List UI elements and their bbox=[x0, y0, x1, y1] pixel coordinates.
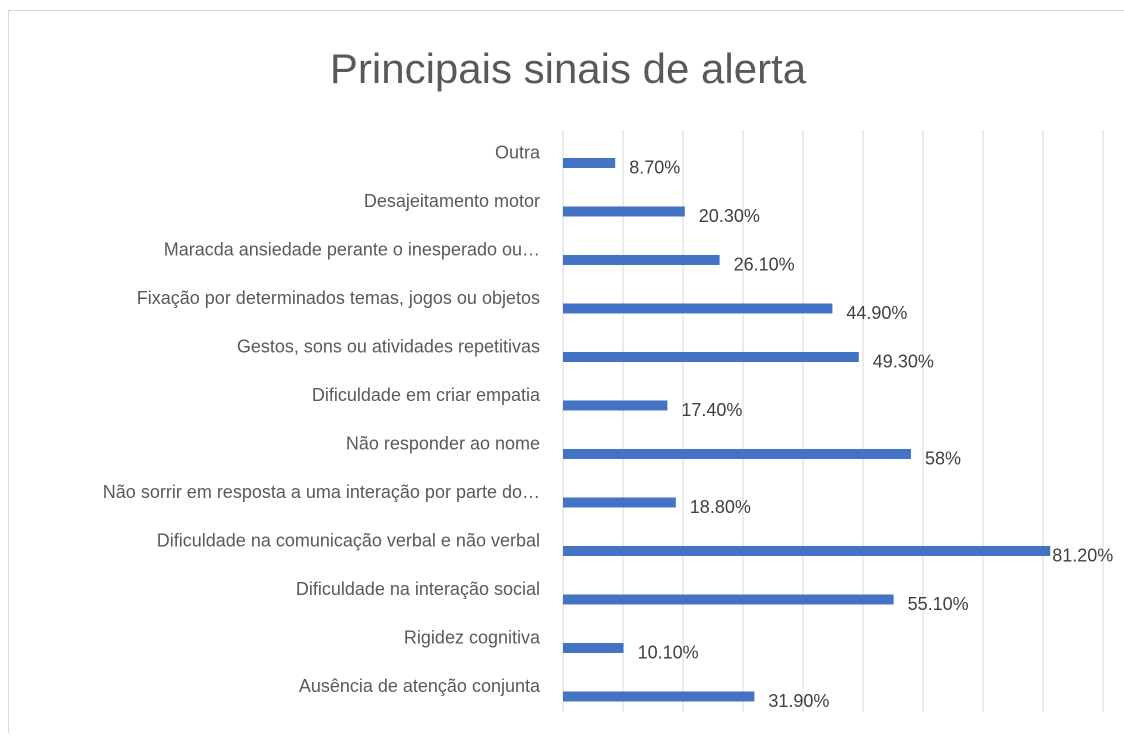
y-tick-label: Gestos, sons ou atividades repetitivas bbox=[237, 337, 540, 357]
data-label: 55.10% bbox=[908, 594, 969, 614]
bar bbox=[563, 255, 720, 265]
y-tick-label: Desajeitamento motor bbox=[364, 191, 540, 211]
data-label: 81.20% bbox=[1052, 546, 1113, 566]
bar bbox=[563, 158, 615, 168]
data-label: 8.70% bbox=[629, 158, 680, 178]
bar bbox=[563, 449, 911, 459]
data-label: 17.40% bbox=[681, 400, 742, 420]
data-label: 20.30% bbox=[699, 206, 760, 226]
y-tick-label: Fixação por determinados temas, jogos ou… bbox=[137, 288, 540, 308]
data-label: 26.10% bbox=[734, 255, 795, 275]
y-tick-label: Outra bbox=[495, 143, 541, 163]
chart-border bbox=[9, 11, 1124, 734]
bar bbox=[563, 594, 894, 604]
data-label: 58% bbox=[925, 449, 961, 469]
bar bbox=[563, 643, 624, 653]
y-tick-label: Não responder ao nome bbox=[346, 434, 540, 454]
y-tick-label: Dificuldade na interação social bbox=[296, 579, 540, 599]
bar bbox=[563, 352, 859, 362]
y-tick-label: Dificuldade na comunicação verbal e não … bbox=[157, 531, 540, 551]
bar bbox=[563, 497, 676, 507]
data-label: 49.30% bbox=[873, 352, 934, 372]
y-tick-label: Maracda ansiedade perante o inesperado o… bbox=[164, 240, 540, 260]
bar bbox=[563, 546, 1050, 556]
y-tick-label: Não sorrir em resposta a uma interação p… bbox=[103, 482, 540, 502]
y-tick-label: Rigidez cognitiva bbox=[404, 628, 541, 648]
data-label: 44.90% bbox=[846, 303, 907, 323]
data-label: 10.10% bbox=[638, 643, 699, 663]
bar bbox=[563, 400, 667, 410]
bar bbox=[563, 691, 754, 701]
chart-title: Principais sinais de alerta bbox=[330, 45, 807, 92]
y-tick-label: Ausência de atenção conjunta bbox=[299, 676, 541, 696]
y-tick-label: Dificuldade em criar empatia bbox=[312, 385, 541, 405]
data-label: 31.90% bbox=[768, 691, 829, 711]
data-label: 18.80% bbox=[690, 497, 751, 517]
bar bbox=[563, 303, 832, 313]
bar bbox=[563, 206, 685, 216]
